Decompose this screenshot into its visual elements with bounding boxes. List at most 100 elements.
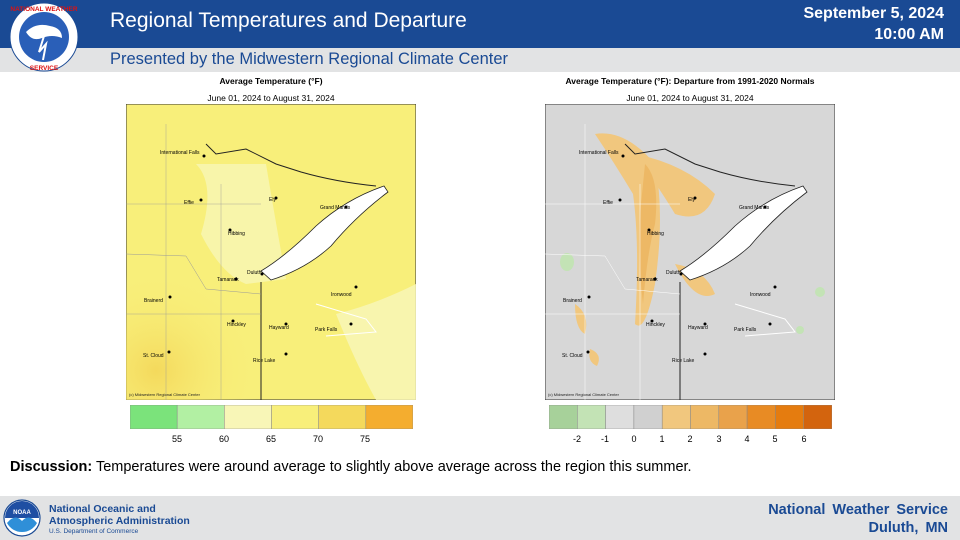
- right-city-label: Grand Marais: [739, 205, 770, 211]
- subtitle: Presented by the Midwestern Regional Cli…: [110, 50, 509, 68]
- right-tick: 2: [687, 434, 693, 444]
- right-tick: 6: [801, 434, 807, 444]
- left-city-label: Rice Lake: [253, 358, 275, 364]
- left-city-dot: [260, 272, 264, 276]
- left-city-label: Hayward: [269, 325, 289, 331]
- left-city-dot: [284, 352, 288, 356]
- colorbar-swatch: [661, 405, 691, 429]
- left-city-dot: [231, 319, 235, 323]
- right-city-dot: [703, 322, 707, 326]
- header-bar: [0, 0, 960, 48]
- left-city-dot: [234, 277, 238, 281]
- left-map-date-range: June 01, 2024 to August 31, 2024: [207, 93, 335, 103]
- right-city-label: Hayward: [688, 325, 708, 331]
- left-tick: 65: [265, 434, 277, 444]
- noaa-dept: U.S. Department of Commerce: [49, 528, 139, 535]
- left-city-dot: [344, 205, 348, 209]
- left-city-label: Duluth: [247, 270, 262, 276]
- right-city-label: Park Falls: [734, 327, 757, 333]
- left-city-dot: [354, 285, 358, 289]
- colorbar-swatch: [318, 405, 367, 429]
- left-city-dot: [349, 322, 353, 326]
- svg-text:NOAA: NOAA: [13, 510, 31, 516]
- colorbar-swatch: [775, 405, 804, 429]
- right-city-dot: [653, 277, 657, 281]
- noaa-name: National Oceanic and Atmospheric Adminis…: [49, 503, 190, 527]
- noaa-logo-icon: NOAA: [3, 499, 41, 537]
- nws-line2: Duluth, MN: [868, 520, 948, 536]
- right-city-dot: [693, 196, 697, 200]
- colorbar-swatch: [224, 405, 272, 429]
- discussion-label: Discussion:: [10, 459, 93, 475]
- left-tick: 75: [359, 434, 371, 444]
- right-tick: 4: [744, 434, 750, 444]
- left-temperature-map: (c) Midwestern Regional Climate Center I…: [126, 104, 416, 400]
- colorbar-swatch: [803, 405, 832, 429]
- left-map-title: Average Temperature (°F): [219, 76, 323, 86]
- colorbar-swatch: [549, 405, 578, 429]
- right-map-date-range: June 01, 2024 to August 31, 2024: [626, 93, 754, 103]
- noaa-line2: Atmospheric Administration: [49, 515, 190, 527]
- left-city-dot: [202, 154, 206, 158]
- right-city-dot: [587, 295, 591, 299]
- colorbar-swatch: [746, 405, 776, 429]
- left-city-label: Brainerd: [144, 298, 163, 304]
- subtitle-bar: [0, 48, 960, 72]
- left-city-label: St. Cloud: [143, 353, 164, 359]
- right-city-dot: [703, 352, 707, 356]
- date-time: September 5, 2024 10:00 AM: [803, 3, 944, 45]
- left-city-label: Ironwood: [331, 292, 352, 298]
- right-city-dot: [679, 272, 683, 276]
- right-city-label: Ironwood: [750, 292, 771, 298]
- svg-text:NATIONAL WEATHER: NATIONAL WEATHER: [10, 6, 77, 13]
- discussion: Discussion: Temperatures were around ave…: [10, 459, 692, 475]
- colorbar-swatch: [365, 405, 413, 429]
- left-city-dot: [284, 322, 288, 326]
- right-city-dot: [650, 319, 654, 323]
- left-city-label: Hinckley: [227, 322, 246, 328]
- svg-text:SERVICE: SERVICE: [30, 65, 59, 72]
- right-city-dot: [773, 285, 777, 289]
- colorbar-swatch: [176, 405, 225, 429]
- left-tick: 70: [312, 434, 324, 444]
- right-tick: 3: [716, 434, 722, 444]
- footer-bar: [0, 496, 960, 540]
- colorbar-swatch: [633, 405, 663, 429]
- date-label: September 5, 2024: [803, 5, 944, 22]
- right-city-dot: [768, 322, 772, 326]
- colorbar-swatch: [130, 405, 178, 429]
- right-map-title: Average Temperature (°F): Departure from…: [565, 76, 815, 86]
- left-city-dot: [167, 350, 171, 354]
- left-city-label: Hibbing: [228, 231, 245, 237]
- right-city-label: Rice Lake: [672, 358, 694, 364]
- right-city-label: Ely: [688, 197, 695, 203]
- colorbar-swatch: [577, 405, 606, 429]
- right-city-label: Hibbing: [647, 231, 664, 237]
- nws-logo-icon: NATIONAL WEATHER SERVICE: [9, 2, 79, 72]
- right-city-label: Brainerd: [563, 298, 582, 304]
- left-colorbar: [130, 405, 413, 429]
- right-city-dot: [647, 228, 651, 232]
- colorbar-swatch: [605, 405, 635, 429]
- right-tick: -2: [572, 434, 582, 444]
- left-tick: 60: [218, 434, 230, 444]
- right-city-label: Duluth: [666, 270, 681, 276]
- right-tick: 1: [659, 434, 665, 444]
- left-city-label: Grand Marais: [320, 205, 351, 211]
- left-city-dot: [228, 228, 232, 232]
- left-city-label: Ely: [269, 197, 276, 203]
- nws-line1: National Weather Service: [768, 502, 948, 518]
- right-tick: 0: [631, 434, 637, 444]
- right-city-label: Effie: [603, 200, 613, 206]
- left-city-dot: [199, 198, 203, 202]
- noaa-line1: National Oceanic and: [49, 503, 156, 515]
- left-city-label: Park Falls: [315, 327, 338, 333]
- right-city-dot: [763, 205, 767, 209]
- left-city-label: Effie: [184, 200, 194, 206]
- left-city-dot: [168, 295, 172, 299]
- right-city-label: International Falls: [579, 150, 619, 156]
- colorbar-swatch: [690, 405, 720, 429]
- left-city-label: International Falls: [160, 150, 200, 156]
- right-map-credit: (c) Midwestern Regional Climate Center: [548, 392, 620, 397]
- right-departure-map: (c) Midwestern Regional Climate Center I…: [545, 104, 835, 400]
